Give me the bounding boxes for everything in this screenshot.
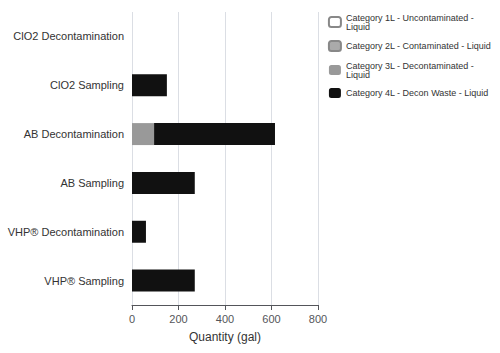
- svg-text:VHP® Decontamination: VHP® Decontamination: [8, 226, 124, 238]
- svg-text:200: 200: [169, 313, 187, 325]
- svg-text:VHP® Sampling: VHP® Sampling: [44, 275, 124, 287]
- svg-text:400: 400: [216, 313, 234, 325]
- svg-text:AB Sampling: AB Sampling: [60, 177, 124, 189]
- svg-text:Category 1L - Uncontaminated -: Category 1L - Uncontaminated -: [345, 12, 474, 23]
- svg-text:Category 2L - Contaminated - L: Category 2L - Contaminated - Liquid: [346, 41, 491, 51]
- svg-text:Quantity (gal): Quantity (gal): [189, 330, 261, 344]
- svg-text:AB Decontamination: AB Decontamination: [24, 128, 124, 140]
- svg-text:Liquid: Liquid: [346, 70, 370, 80]
- svg-text:ClO2 Sampling: ClO2 Sampling: [50, 79, 124, 91]
- svg-text:Category 3L - Decontaminated -: Category 3L - Decontaminated -: [345, 60, 474, 71]
- svg-text:ClO2 Decontamination: ClO2 Decontamination: [13, 30, 124, 42]
- svg-text:Category 4L - Decon Waste - Li: Category 4L - Decon Waste - Liquid: [346, 88, 488, 98]
- svg-text:Liquid: Liquid: [346, 22, 370, 32]
- svg-text:0: 0: [129, 313, 135, 325]
- svg-text:800: 800: [309, 313, 327, 325]
- svg-text:600: 600: [262, 313, 280, 325]
